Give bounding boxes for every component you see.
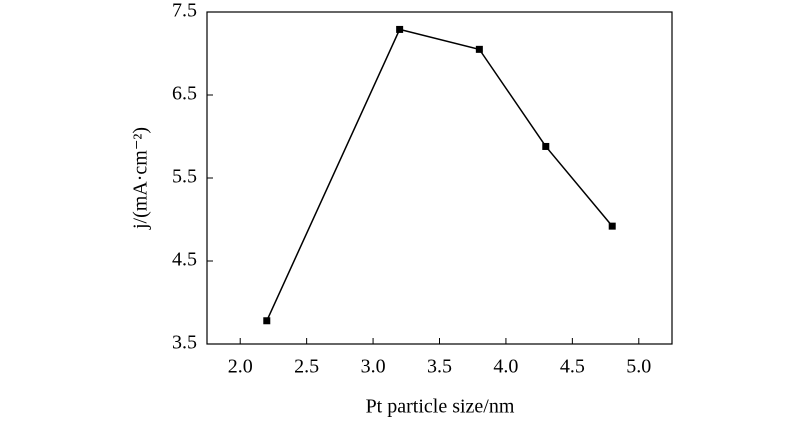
y-tick-label: 4.5 bbox=[172, 249, 197, 271]
marker bbox=[475, 45, 483, 53]
x-tick-label: 3.0 bbox=[361, 356, 386, 378]
x-tick-label: 2.0 bbox=[228, 356, 253, 378]
x-tick-label: 4.0 bbox=[493, 356, 518, 378]
plot-frame bbox=[206, 11, 673, 345]
x-tick-label: 2.5 bbox=[294, 356, 319, 378]
marker bbox=[542, 142, 550, 150]
y-tick-label: 3.5 bbox=[172, 332, 197, 354]
x-tick-label: 4.5 bbox=[560, 356, 585, 378]
x-tick-label: 3.5 bbox=[427, 356, 452, 378]
y-tick-label: 6.5 bbox=[172, 83, 197, 105]
x-axis-label: Pt particle size/nm bbox=[366, 396, 515, 418]
line bbox=[266, 28, 613, 322]
x-tick-label: 5.0 bbox=[626, 356, 651, 378]
y-axis-label: j/(mA·cm⁻²) bbox=[130, 127, 152, 230]
y-tick-label: 7.5 bbox=[172, 0, 197, 22]
marker bbox=[608, 222, 616, 230]
y-tick-label: 5.5 bbox=[172, 166, 197, 188]
marker bbox=[263, 317, 271, 325]
marker bbox=[396, 25, 404, 33]
